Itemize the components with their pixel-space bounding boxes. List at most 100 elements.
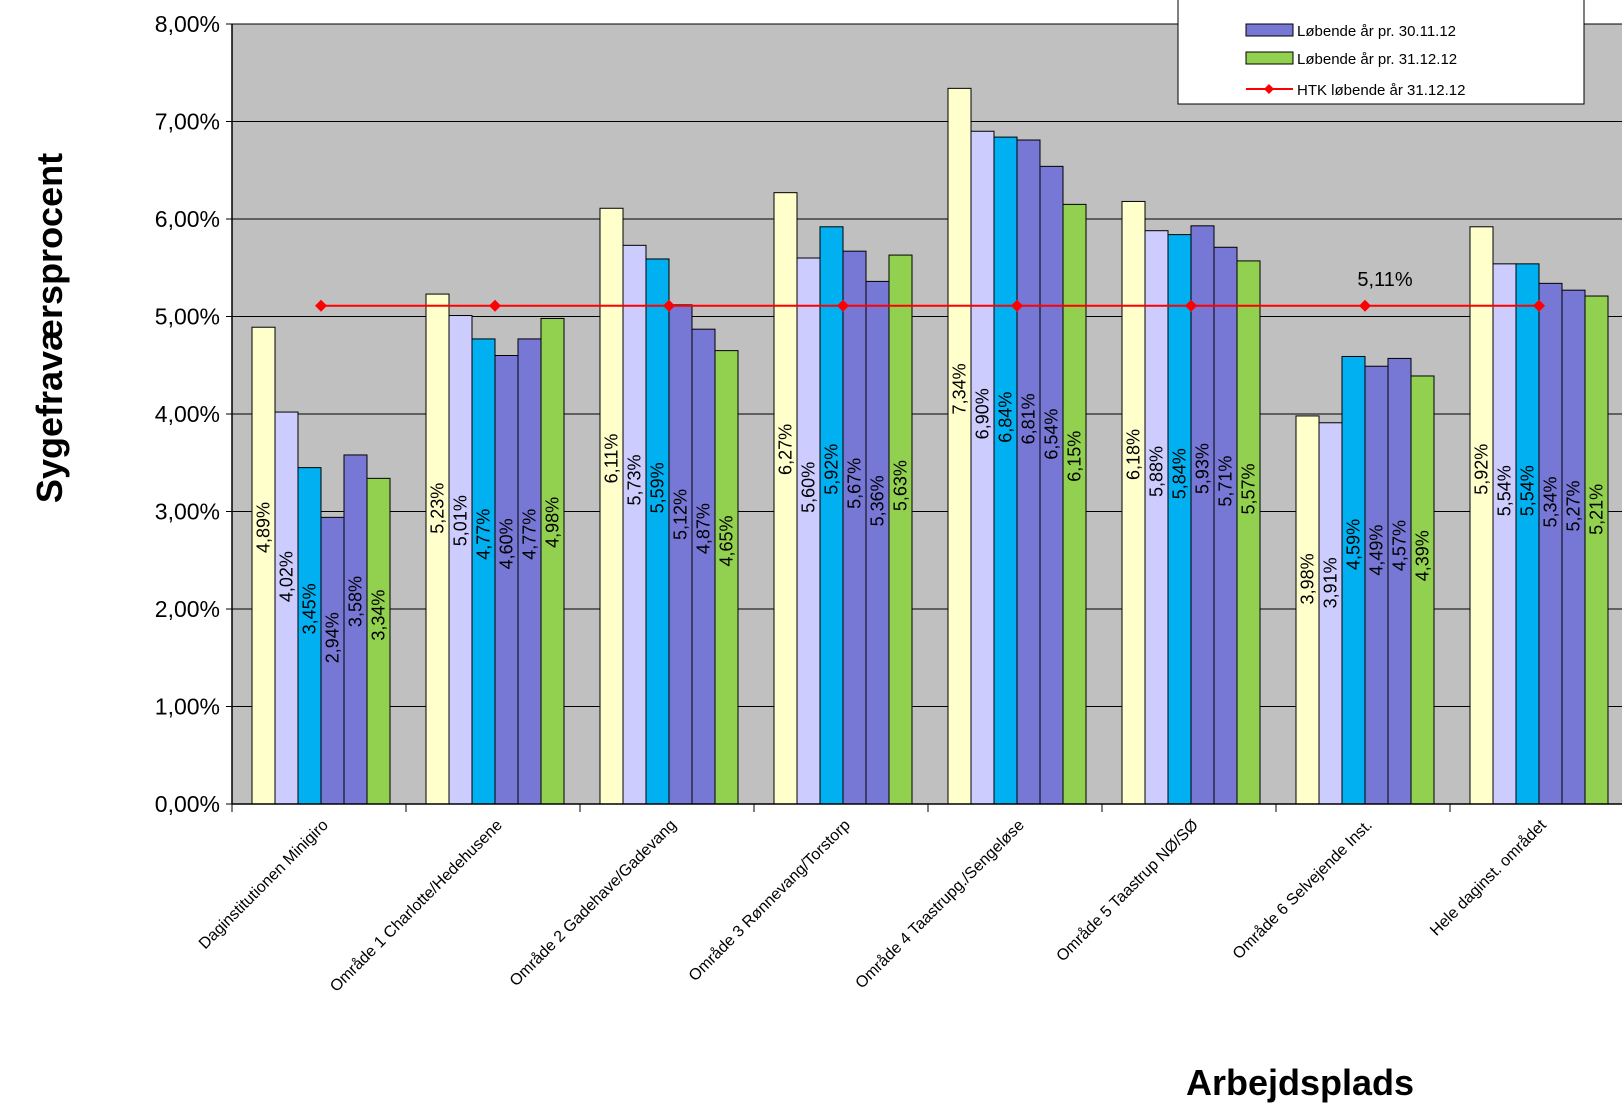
data-label: 4,77% (474, 509, 494, 560)
reference-line-marker (1011, 299, 1023, 312)
data-label: 4,89% (254, 502, 274, 553)
bar (471, 338, 496, 805)
x-tick-label: Daginstitutionen Minigiro (196, 817, 332, 953)
bar (1387, 357, 1412, 805)
bar (865, 280, 890, 805)
data-label: 4,65% (717, 516, 737, 567)
data-label: 4,87% (694, 503, 714, 554)
bar (517, 338, 542, 805)
reference-line-marker (489, 299, 501, 312)
x-tick-label: Område 5 Taastrup NØ/SØ (1053, 816, 1202, 965)
x-tick-label: Område 1 Charlotte/Hedehusene (326, 816, 505, 995)
bar (599, 207, 624, 805)
bar (1318, 422, 1343, 805)
bar (1538, 282, 1563, 805)
data-label: 4,49% (1367, 525, 1387, 576)
y-tick-label: 7,00% (155, 109, 220, 135)
data-label: 6,81% (1019, 393, 1039, 444)
bar (343, 454, 368, 805)
y-tick-label: 0,00% (155, 791, 220, 817)
data-label: 5,01% (451, 495, 471, 546)
data-label: 5,84% (1170, 448, 1190, 499)
data-label: 4,59% (1344, 519, 1364, 570)
y-tick-label: 8,00% (155, 11, 220, 37)
data-label: 4,57% (1390, 520, 1410, 571)
data-label: 4,39% (1413, 530, 1433, 581)
bar (540, 317, 565, 805)
bar (993, 136, 1018, 805)
reference-line-marker (1533, 299, 1545, 312)
data-label: 3,34% (369, 590, 389, 641)
bar (1039, 165, 1064, 805)
data-label: 3,91% (1321, 557, 1341, 608)
data-label: 6,90% (973, 388, 993, 439)
x-tick-label: Område 2 Gadehave/Gadevang (506, 816, 680, 990)
axes (231, 24, 1622, 812)
bar (1492, 263, 1517, 805)
bar (970, 130, 995, 805)
bar (1561, 289, 1586, 805)
bar (796, 257, 821, 805)
reference-line-marker (315, 299, 327, 312)
y-tick-label: 6,00% (155, 206, 220, 232)
bar (251, 326, 276, 805)
bar (668, 304, 693, 805)
bar (1144, 230, 1169, 805)
x-tick-label: Område 3 Rønnevang/Torstorp (685, 816, 854, 985)
reference-line-marker (1185, 299, 1197, 312)
bar (1236, 260, 1261, 805)
data-label: 5,57% (1239, 463, 1259, 514)
data-label: 5,21% (1587, 484, 1607, 535)
data-label: 6,54% (1042, 409, 1062, 460)
data-label: 4,77% (520, 509, 540, 560)
bar (1190, 225, 1215, 805)
data-label: 6,11% (602, 434, 622, 484)
y-tick-label: 3,00% (155, 499, 220, 525)
bars (251, 87, 1609, 805)
x-tick-label: Område 6 Selvejende Inst. (1229, 816, 1376, 963)
bar (1062, 203, 1087, 805)
data-label: 5,54% (1495, 465, 1515, 516)
bar (714, 350, 739, 805)
bar (1167, 234, 1192, 805)
data-label: 5,67% (845, 458, 865, 509)
bar (947, 87, 972, 805)
data-label: 4,60% (497, 518, 517, 569)
y-tick-label: 1,00% (155, 694, 220, 720)
reference-line-marker (837, 299, 849, 312)
bar (1469, 226, 1494, 805)
bar (1295, 415, 1320, 805)
bar (494, 355, 519, 805)
data-label: 5,93% (1193, 443, 1213, 494)
bar (1364, 365, 1389, 805)
data-label: 6,27% (776, 424, 796, 475)
bar (1121, 200, 1146, 805)
data-label: 5,23% (428, 483, 448, 534)
bar (297, 467, 322, 805)
y-axis-title: Sygefraværsprocent (29, 153, 70, 503)
bar (1016, 139, 1041, 805)
data-label: 3,58% (346, 576, 366, 627)
data-label: 4,02% (277, 551, 297, 602)
bar (1515, 263, 1540, 805)
data-label: 5,54% (1518, 465, 1538, 516)
legend-swatch (1245, 23, 1294, 37)
y-tick-label: 4,00% (155, 401, 220, 427)
x-tick-label: Hele daginst. området (1426, 816, 1550, 940)
bar (622, 244, 647, 805)
legend-swatch (1245, 51, 1294, 65)
legend: Løbende år pr. 30.11.12 Løbende år pr. 31… (1177, 0, 1585, 105)
legend-label: HTK løbende år 31.12.12 (1297, 82, 1465, 99)
legend-label: Løbende år pr. 30.11.12 (1297, 23, 1456, 40)
bar (888, 254, 913, 805)
bar (773, 192, 798, 805)
legend-marker (1264, 84, 1274, 94)
data-label: 5,88% (1147, 446, 1167, 497)
reference-line-label: 5,11% (1357, 269, 1412, 291)
data-label: 5,73% (625, 454, 645, 505)
bar (274, 411, 299, 805)
data-label: 5,34% (1541, 476, 1561, 527)
data-label: 5,59% (648, 462, 668, 513)
